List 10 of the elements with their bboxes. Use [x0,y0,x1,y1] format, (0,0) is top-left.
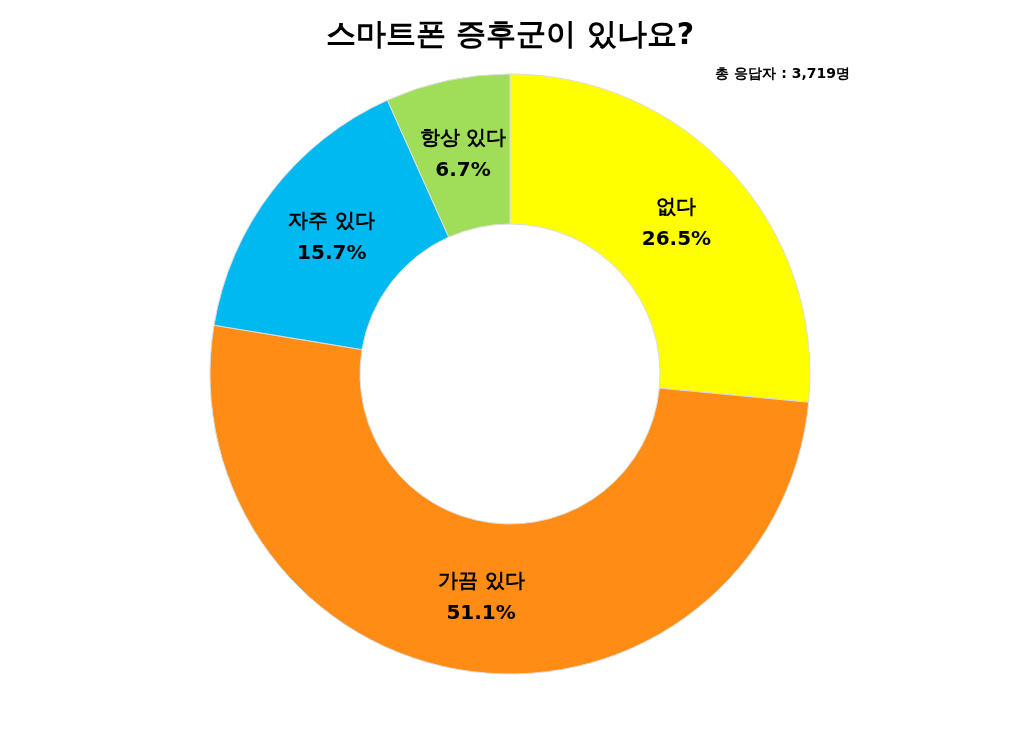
slice-label: 자주 있다 [288,207,376,232]
slice-label: 없다 [656,193,697,218]
data-label: 51.1% [446,600,516,625]
chart-title: 스마트폰 증후군이 있나요? [325,16,695,51]
data-label: 26.5% [641,225,712,250]
text: 총 응답자 : 3,719명 [715,65,850,81]
slice-label: 가끔 있다 [437,568,525,593]
data-label: 6.7% [435,156,491,181]
slice-label: 항상 있다 [419,124,507,149]
data-label: 15.7% [297,239,367,264]
